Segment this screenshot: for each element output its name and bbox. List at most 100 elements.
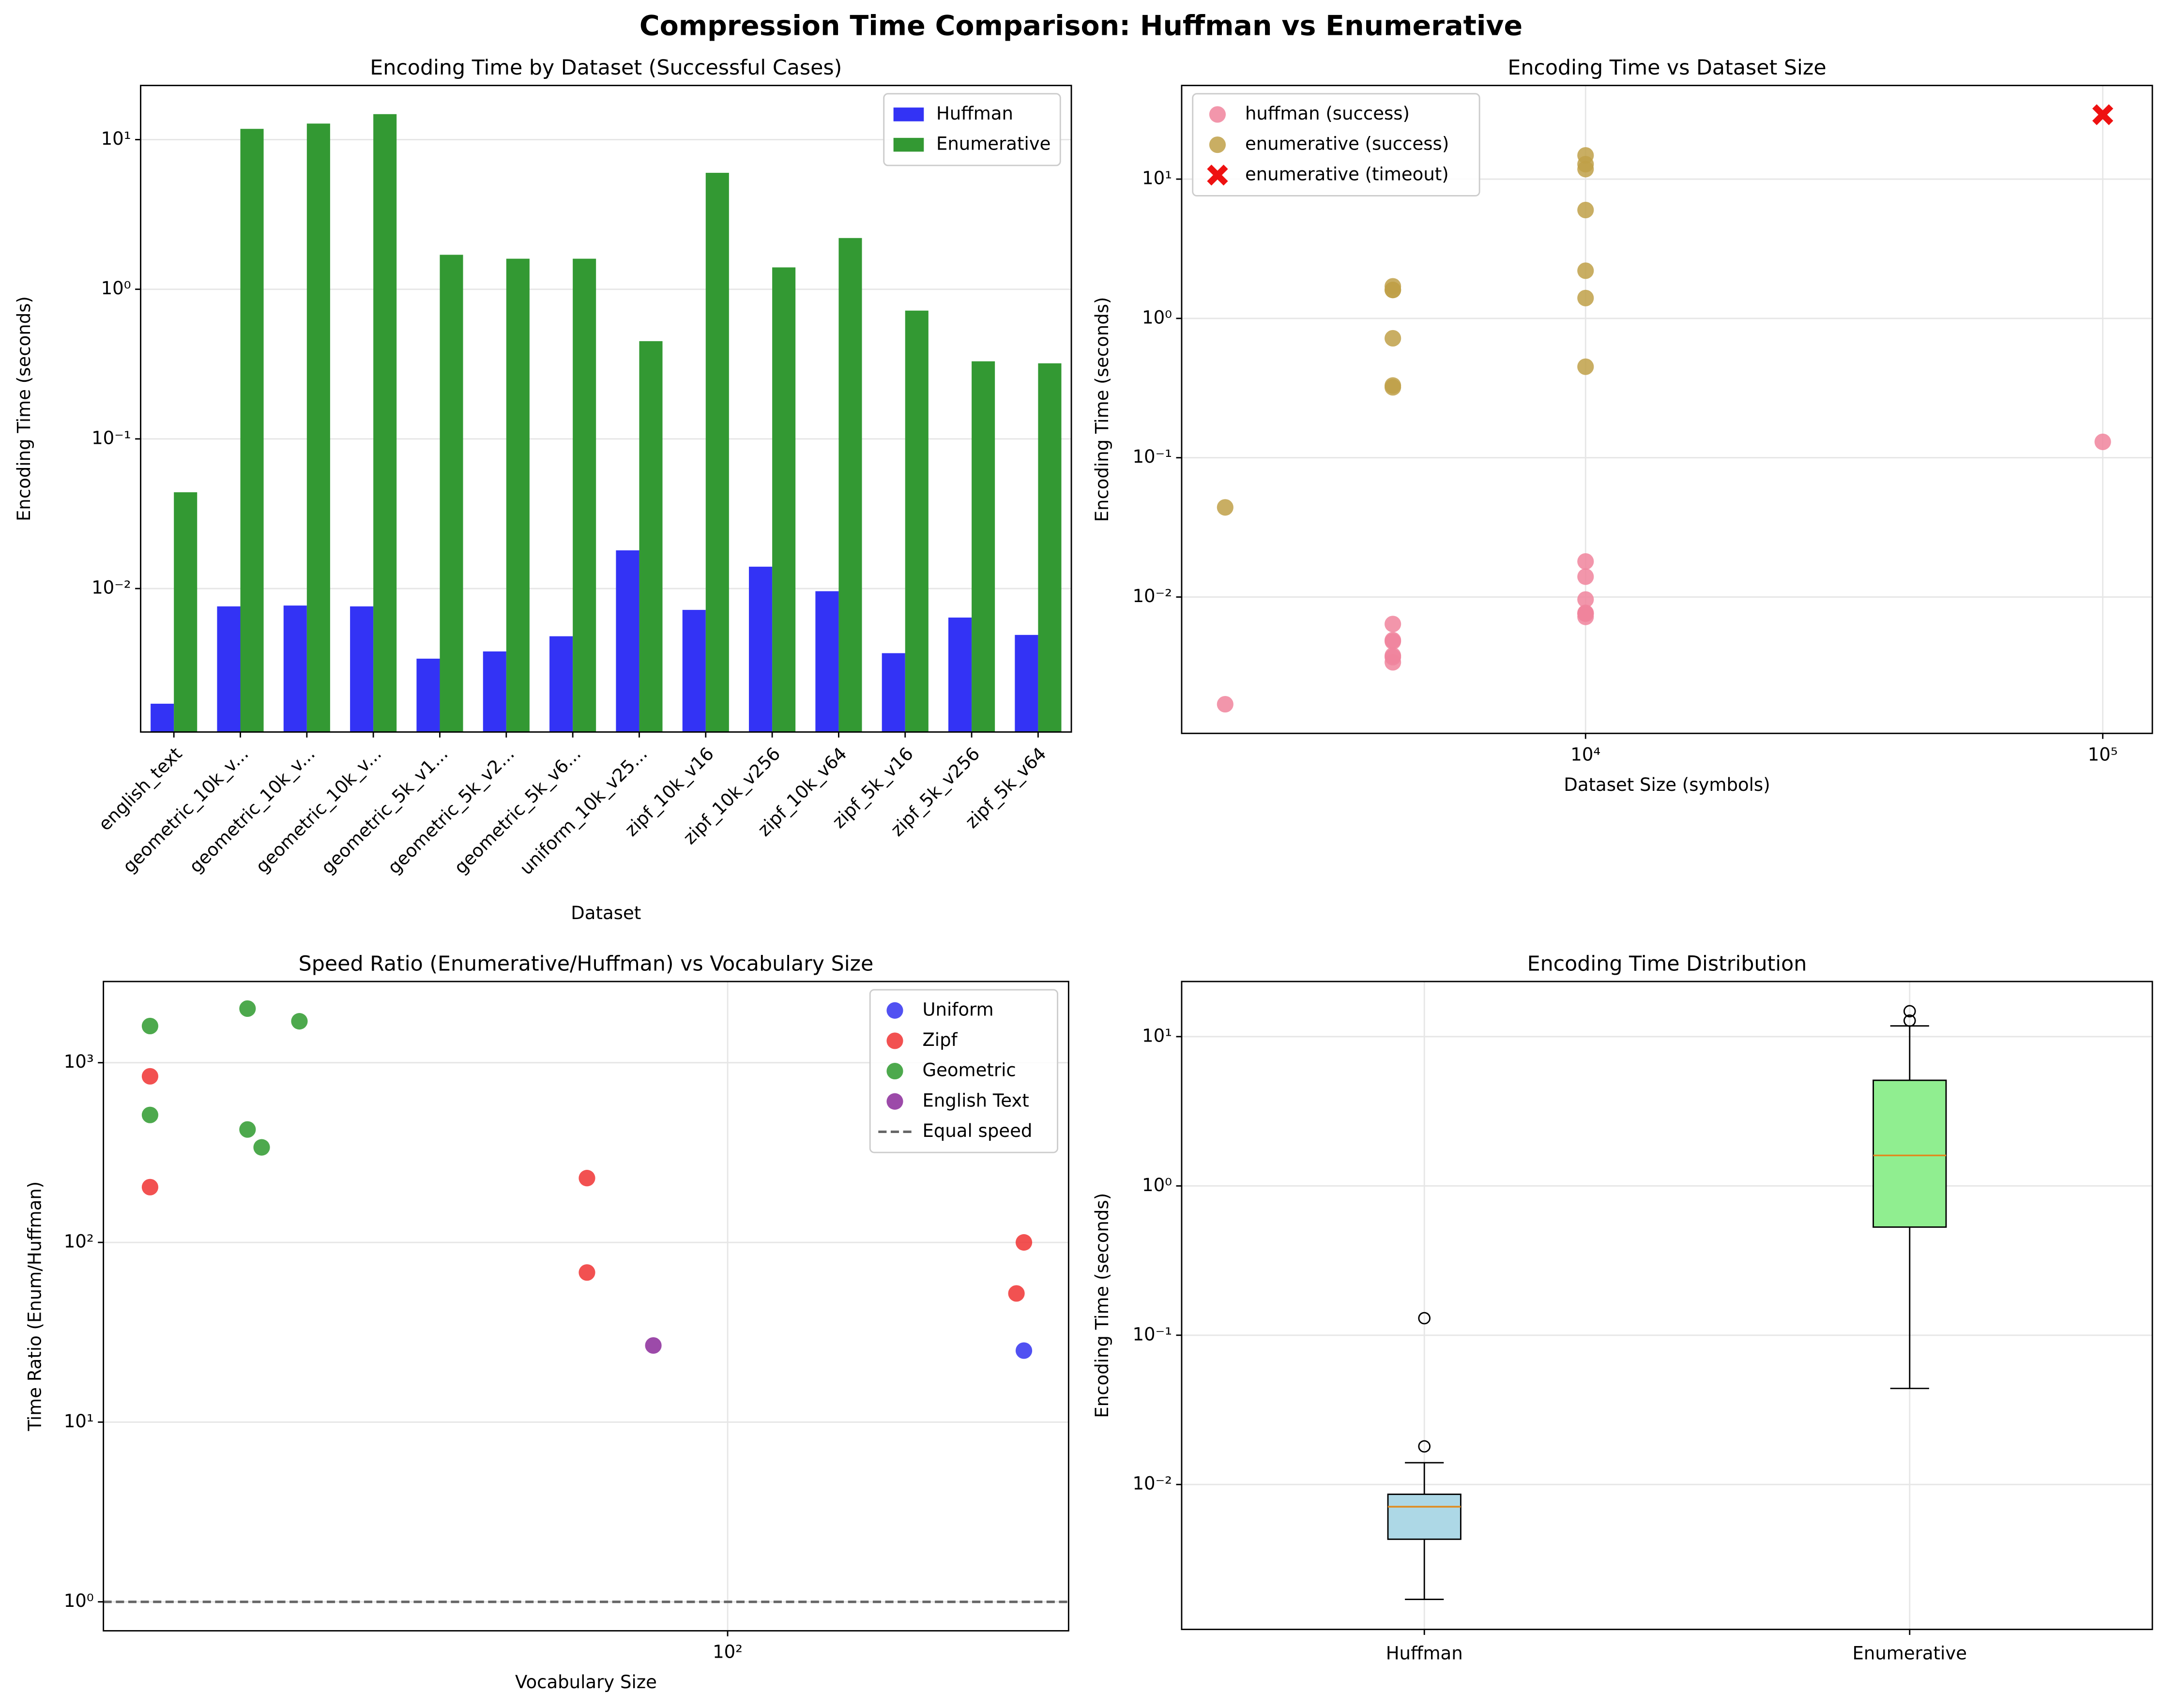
legend-swatch (886, 1032, 903, 1049)
x-tick-label: Enumerative (1853, 1643, 1967, 1663)
legend-swatch (1209, 136, 1226, 153)
y-tick-label: 10⁻² (1132, 586, 1172, 606)
point (1577, 568, 1594, 585)
point (579, 1264, 595, 1281)
bar (306, 123, 330, 732)
bar (573, 258, 596, 732)
legend-swatch (1209, 106, 1226, 123)
point (253, 1139, 270, 1156)
point (2094, 433, 2111, 451)
legend-box (869, 989, 1059, 1153)
bar (549, 636, 573, 732)
bar (174, 492, 198, 732)
y-axis-label: Encoding Time (seconds) (1092, 297, 1112, 522)
bar (948, 617, 972, 732)
y-tick-label: 10¹ (1142, 1025, 1172, 1046)
point (1385, 379, 1401, 396)
x-tick-label: 10⁵ (2088, 744, 2118, 765)
y-tick-label: 10⁰ (1142, 307, 1172, 328)
point (1577, 147, 1594, 164)
bar (905, 310, 929, 732)
legend-swatch (1207, 165, 1228, 186)
legend-swatch (886, 1093, 903, 1110)
x-axis-label: Dataset (571, 903, 641, 923)
legend-swatch (893, 107, 924, 121)
point (1385, 616, 1401, 633)
bar (815, 591, 839, 732)
y-tick-label: 10⁻² (91, 577, 131, 598)
bar (483, 651, 506, 732)
legend-label: Enumerative (936, 134, 1051, 154)
point (1577, 591, 1594, 608)
x-tick-label: 10⁴ (1570, 744, 1600, 765)
point (141, 1068, 159, 1085)
box (1873, 1079, 1947, 1228)
legend-box (1192, 93, 1480, 196)
bar (705, 173, 729, 732)
y-tick-label: 10¹ (101, 128, 131, 149)
legend-label: Zipf (922, 1029, 958, 1050)
y-axis-label: Encoding Time (seconds) (14, 296, 34, 521)
y-axis-label: Time Ratio (Enum/Huffman) (25, 1181, 46, 1432)
panel-title: Encoding Time vs Dataset Size (1507, 56, 1826, 80)
plot-frame (103, 981, 1069, 1632)
point (1385, 632, 1401, 649)
flier (1903, 1005, 1916, 1018)
point (239, 1121, 256, 1138)
y-tick-label: 10³ (64, 1051, 94, 1072)
point (1217, 499, 1233, 516)
panel-title: Encoding Time Distribution (1527, 952, 1807, 976)
legend-label: Equal speed (922, 1120, 1032, 1141)
point (1577, 262, 1594, 279)
y-tick-label: 10⁻¹ (1132, 446, 1172, 467)
point (1015, 1342, 1033, 1359)
legend: Huffman Enumerative (883, 93, 1061, 166)
bar (350, 606, 374, 732)
legend-label: Uniform (922, 999, 993, 1020)
y-axis-label: Encoding Time (seconds) (1092, 1193, 1112, 1418)
point (1217, 695, 1233, 713)
bar (506, 258, 530, 732)
legend: Uniform Zipf Geometric English Text Equal sp… (869, 989, 1059, 1153)
bar (838, 238, 862, 732)
bar (972, 361, 995, 732)
y-tick-label: 10⁰ (64, 1590, 94, 1611)
figure-title: Compression Time Comparison: Huffman vs … (639, 10, 1523, 42)
legend-label: Geometric (922, 1060, 1016, 1081)
panel-title: Encoding Time by Dataset (Successful Cas… (370, 56, 842, 80)
x-tick-label: 10² (713, 1642, 743, 1663)
point (239, 1000, 256, 1017)
legend-box (883, 93, 1061, 166)
point (1577, 289, 1594, 306)
point (141, 1017, 159, 1035)
y-tick-label: 10⁻² (1132, 1473, 1172, 1494)
point (1015, 1234, 1033, 1251)
legend-swatch (886, 1002, 903, 1019)
point (1577, 201, 1594, 219)
y-tick-label: 10⁻¹ (1132, 1324, 1172, 1345)
plot-frame (140, 85, 1072, 733)
point (291, 1013, 308, 1030)
bar (749, 566, 773, 732)
y-tick-label: 10² (64, 1231, 94, 1252)
point (1385, 649, 1401, 665)
legend: huffman (success) enumerative (success) en… (1192, 93, 1480, 196)
y-tick-label: 10⁻¹ (91, 427, 131, 448)
bar (616, 550, 639, 732)
flier (1418, 1312, 1431, 1325)
point (645, 1337, 662, 1354)
legend-label: Huffman (936, 103, 1013, 124)
point (579, 1170, 595, 1187)
legend-label: English Text (922, 1090, 1029, 1111)
point (1577, 358, 1594, 375)
plot-frame (1181, 981, 2153, 1631)
bar (882, 653, 905, 732)
point (1577, 553, 1594, 570)
bar (440, 255, 463, 732)
y-tick-label: 10¹ (64, 1411, 94, 1432)
x-axis-label: Dataset Size (symbols) (1564, 774, 1770, 795)
point (141, 1106, 159, 1123)
bar (240, 129, 264, 732)
